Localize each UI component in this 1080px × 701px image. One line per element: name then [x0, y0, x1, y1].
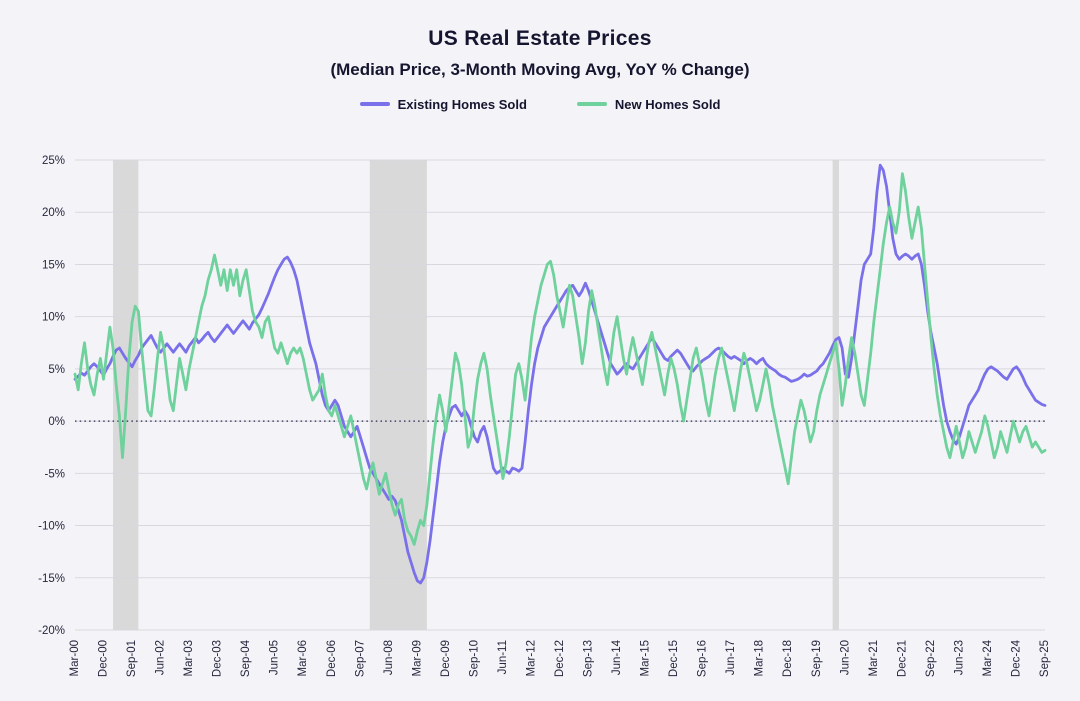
legend-item-new-homes: New Homes Sold [576, 96, 721, 112]
x-tick-label: Jun-11 [497, 640, 509, 674]
x-tick-label: Sep-07 [354, 640, 366, 677]
x-tick-label: Sep-13 [583, 640, 595, 677]
legend-swatch-new-homes-icon [576, 102, 607, 106]
x-tick-label: Dec-21 [896, 640, 908, 677]
legend-label-new-homes: New Homes Sold [614, 96, 721, 112]
x-tick-label: Jun-23 [953, 640, 965, 675]
y-tick-label: 5% [48, 364, 65, 376]
x-tick-label: Sep-25 [1039, 640, 1051, 677]
x-tick-label: Dec-18 [782, 640, 794, 677]
x-tick-label: Sep-04 [240, 639, 252, 677]
x-tick-label: Jun-20 [839, 640, 851, 675]
recession-band [832, 160, 839, 630]
x-tick-label: Mar-09 [411, 640, 423, 676]
series-line-existing-homes [73, 163, 1047, 585]
x-tick-label: Mar-18 [754, 640, 766, 676]
x-tick-label: Jun-14 [611, 639, 623, 675]
x-tick-label: Jun-02 [155, 640, 167, 675]
x-tick-label: Jun-05 [269, 640, 281, 675]
chart-title: US Real Estate Prices [428, 27, 652, 50]
y-tick-label: -5% [45, 468, 65, 480]
x-tick-label: Mar-03 [183, 640, 195, 676]
x-tick-label: Mar-24 [982, 639, 994, 676]
x-tick-label: Sep-16 [697, 640, 709, 677]
x-tick-label: Sep-22 [925, 640, 937, 677]
x-tick-label: Mar-06 [297, 640, 309, 676]
x-tick-label: Sep-01 [126, 640, 138, 677]
x-tick-label: Mar-12 [525, 640, 537, 676]
x-tick-label: Dec-12 [554, 640, 566, 677]
x-tick-label: Mar-15 [640, 640, 652, 676]
y-tick-label: -20% [38, 625, 65, 637]
x-tick-label: Dec-24 [1010, 639, 1022, 677]
y-tick-label: 15% [42, 259, 65, 271]
x-tick-label: Sep-19 [811, 640, 823, 677]
y-tick-label: 0% [48, 416, 65, 428]
legend-swatch-existing-homes-icon [359, 102, 390, 106]
x-tick-label: Mar-21 [868, 640, 880, 676]
y-tick-label: 25% [42, 155, 65, 167]
recession-band [369, 160, 427, 630]
chart-subtitle: (Median Price, 3-Month Moving Avg, YoY %… [330, 60, 750, 79]
y-tick-label: -15% [38, 573, 65, 585]
x-tick-label: Dec-00 [98, 640, 110, 677]
series-line-new-homes [73, 172, 1047, 546]
x-tick-label: Jun-17 [725, 640, 737, 675]
line-chart: 25% 20% 15% 10% 5% 0% -5% -10% -15% -20% Mar-00 Dec… [38, 155, 1051, 677]
x-tick-label: Jun-08 [383, 640, 395, 675]
x-tick-label: Dec-06 [326, 640, 338, 677]
y-tick-label: -10% [38, 521, 65, 533]
x-tick-label: Mar-00 [69, 640, 81, 676]
x-tick-label: Dec-15 [668, 640, 680, 677]
x-tick-label: Dec-09 [440, 640, 452, 677]
x-tick-label: Dec-03 [212, 640, 224, 677]
y-tick-label: 10% [42, 312, 65, 324]
legend-item-existing-homes: Existing Homes Sold [359, 96, 527, 112]
chart-legend: Existing Homes Sold New Homes Sold [0, 96, 1080, 112]
legend-label-existing-homes: Existing Homes Sold [397, 96, 527, 112]
y-tick-label: 20% [42, 207, 65, 219]
x-tick-label: Sep-10 [468, 640, 480, 677]
